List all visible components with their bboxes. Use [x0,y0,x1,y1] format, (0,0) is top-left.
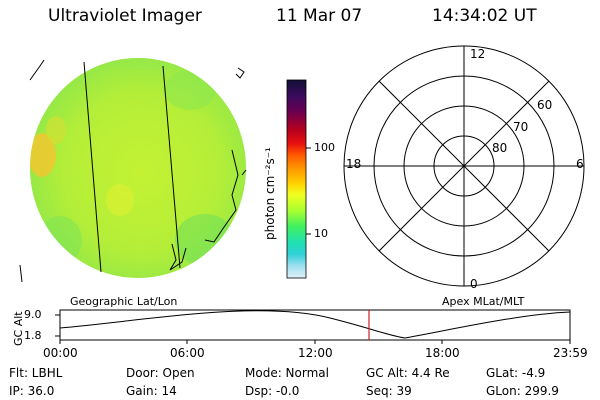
time-tick-1200: 12:00 [298,346,333,360]
apex-label: Apex MLat/MLT [442,295,525,308]
status-dsp: Dsp: -0.0 [245,384,300,398]
mlt-label-18: 18 [346,157,362,171]
time-tick-0600: 06:00 [170,346,205,360]
status-door: Door: Open [126,366,195,380]
status-gain: Gain: 14 [126,384,177,398]
mlt-label-12: 12 [470,47,486,61]
colorbar-unit-label: photon cm⁻²s⁻¹ [263,147,277,240]
instrument-title: Ultraviolet Imager [48,6,202,26]
gc-alt-tick-low: 1.8 [24,329,42,342]
colorbar [286,79,311,279]
colorbar-tick-100: 100 [314,141,335,154]
time-tick-0000: 00:00 [43,346,78,360]
time-label: 14:34:02 UT [432,6,537,26]
status-gc-alt: GC Alt: 4.4 Re [366,366,450,380]
gc-alt-tick-high: 9.0 [24,308,42,321]
status-filter: Flt: LBHL [9,366,63,380]
time-tick-1800: 18:00 [425,346,460,360]
polar-plot [343,45,585,287]
geographic-label: Geographic Lat/Lon [70,295,178,308]
lat-label-60: 60 [537,98,553,112]
status-mode: Mode: Normal [245,366,329,380]
mlt-label-0: 0 [470,277,478,291]
lat-label-80: 80 [492,141,508,155]
date-label: 11 Mar 07 [276,6,363,26]
mlt-label-6: 6 [576,157,584,171]
colorbar-tick-10: 10 [314,227,328,240]
timeline-panel [55,309,571,344]
status-ip: IP: 36.0 [9,384,55,398]
time-tick-2359: 23:59 [553,346,588,360]
status-seq: Seq: 39 [366,384,412,398]
uv-image-disk [19,58,247,283]
status-glat: GLat: -4.9 [486,366,546,380]
lat-label-70: 70 [513,120,529,134]
status-glon: GLon: 299.9 [486,384,559,398]
